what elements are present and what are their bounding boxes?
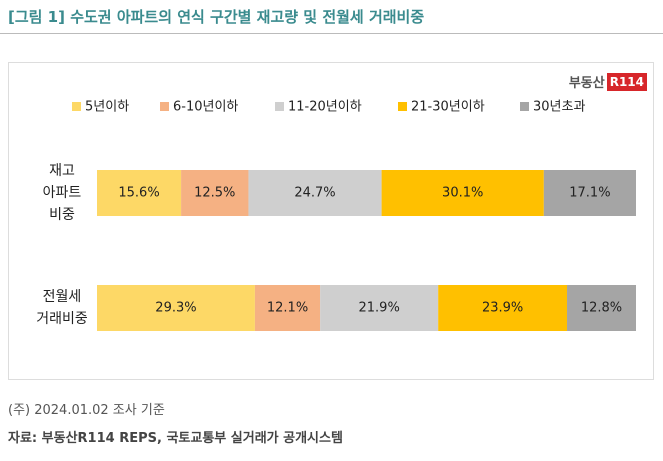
- chart-title: [그림 1] 수도권 아파트의 연식 구간별 재고량 및 전월세 거래비중: [8, 8, 425, 26]
- bar-segment: [320, 285, 439, 331]
- category-label: 재고 아파트 비중: [42, 163, 82, 223]
- value-label: 30.1%: [442, 186, 483, 201]
- value-label: 24.7%: [294, 186, 335, 201]
- logo-badge: R114: [606, 72, 647, 91]
- legend-swatch: [160, 102, 169, 111]
- chart-frame: [8, 62, 654, 380]
- value-label: 15.6%: [118, 186, 159, 201]
- legend-label: 5년이하: [85, 100, 129, 115]
- legend-label: 11-20년이하: [288, 100, 362, 115]
- value-label: 12.5%: [194, 186, 235, 201]
- logo: 부동산 R114: [569, 72, 647, 91]
- source: 자료: 부동산R114 REPS, 국토교통부 실거래가 공개시스템: [8, 431, 343, 446]
- legend-swatch: [275, 102, 284, 111]
- note: (주) 2024.01.02 조사 기준: [8, 403, 165, 418]
- bar-segment: [248, 170, 382, 216]
- bar-segment: [181, 170, 249, 216]
- value-label: 17.1%: [569, 186, 610, 201]
- legend-swatch: [520, 102, 529, 111]
- value-label: 12.8%: [581, 301, 622, 316]
- legend-swatch: [398, 102, 407, 111]
- value-label: 23.9%: [482, 301, 523, 316]
- bar-segment: [438, 285, 568, 331]
- value-label: 29.3%: [155, 301, 196, 316]
- bar-segment: [381, 170, 544, 216]
- legend-label: 6-10년이하: [173, 100, 238, 115]
- legend-label: 30년초과: [533, 100, 585, 115]
- bar-segment: [543, 170, 636, 216]
- legend-swatch: [72, 102, 81, 111]
- title-rule: [0, 33, 663, 34]
- bar-segment: [567, 285, 636, 331]
- legend-label: 21-30년이하: [411, 100, 485, 115]
- logo-text: 부동산: [568, 76, 605, 91]
- bar-segment: [254, 285, 321, 331]
- value-label: 21.9%: [359, 301, 400, 316]
- bar-segment: [97, 285, 255, 331]
- category-label: 전월세 거래비중: [36, 289, 88, 327]
- value-label: 12.1%: [267, 301, 308, 316]
- bar-segment: [97, 170, 182, 216]
